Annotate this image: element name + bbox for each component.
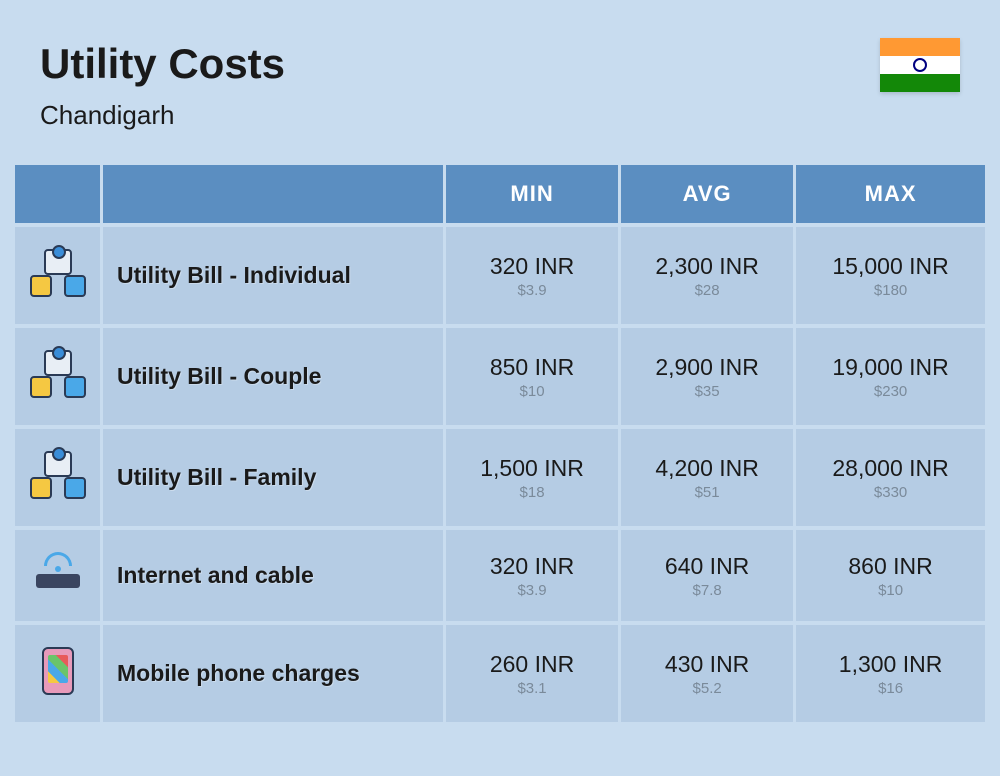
utility-bill-icon [30, 249, 86, 297]
avg-primary: 2,900 INR [635, 354, 779, 381]
table-row: Mobile phone charges 260 INR $3.1 430 INR $5… [15, 625, 985, 722]
utility-bill-icon [30, 451, 86, 499]
min-secondary: $3.9 [460, 582, 604, 599]
row-label: Mobile phone charges [103, 625, 443, 722]
internet-router-icon [32, 552, 84, 594]
max-primary: 860 INR [810, 553, 971, 580]
row-min: 1,500 INR $18 [446, 429, 618, 526]
max-secondary: $10 [810, 582, 971, 599]
max-primary: 28,000 INR [810, 455, 971, 482]
min-secondary: $3.1 [460, 680, 604, 697]
max-primary: 15,000 INR [810, 253, 971, 280]
min-primary: 320 INR [460, 553, 604, 580]
header-max: MAX [796, 165, 985, 223]
avg-primary: 640 INR [635, 553, 779, 580]
min-secondary: $10 [460, 383, 604, 400]
row-avg: 430 INR $5.2 [621, 625, 793, 722]
row-label: Utility Bill - Individual [103, 227, 443, 324]
min-primary: 850 INR [460, 354, 604, 381]
min-primary: 1,500 INR [460, 455, 604, 482]
table-row: Internet and cable 320 INR $3.9 640 INR $7.8… [15, 530, 985, 621]
min-primary: 320 INR [460, 253, 604, 280]
row-avg: 4,200 INR $51 [621, 429, 793, 526]
row-max: 860 INR $10 [796, 530, 985, 621]
row-min: 320 INR $3.9 [446, 227, 618, 324]
row-max: 1,300 INR $16 [796, 625, 985, 722]
table-header-row: MIN AVG MAX [15, 165, 985, 223]
header-min: MIN [446, 165, 618, 223]
min-secondary: $18 [460, 484, 604, 501]
max-primary: 19,000 INR [810, 354, 971, 381]
min-primary: 260 INR [460, 651, 604, 678]
utility-costs-table: MIN AVG MAX Utility Bill - Individual320… [0, 161, 1000, 726]
max-primary: 1,300 INR [810, 651, 971, 678]
row-label: Utility Bill - Couple [103, 328, 443, 425]
page-title: Utility Costs [40, 40, 960, 88]
row-avg: 640 INR $7.8 [621, 530, 793, 621]
table-row: Utility Bill - Individual 320 INR $3.9 2,30… [15, 227, 985, 324]
row-icon-cell [15, 429, 100, 526]
row-max: 28,000 INR $330 [796, 429, 985, 526]
avg-secondary: $28 [635, 282, 779, 299]
avg-secondary: $51 [635, 484, 779, 501]
avg-primary: 430 INR [635, 651, 779, 678]
row-avg: 2,300 INR $28 [621, 227, 793, 324]
row-min: 850 INR $10 [446, 328, 618, 425]
avg-secondary: $7.8 [635, 582, 779, 599]
row-min: 260 INR $3.1 [446, 625, 618, 722]
page-subtitle: Chandigarh [40, 100, 960, 131]
row-icon-cell [15, 530, 100, 621]
max-secondary: $230 [810, 383, 971, 400]
india-flag-icon [880, 38, 960, 92]
avg-primary: 4,200 INR [635, 455, 779, 482]
avg-primary: 2,300 INR [635, 253, 779, 280]
table-row: Utility Bill - Couple 850 INR $10 2,900 INR… [15, 328, 985, 425]
header-label-col [103, 165, 443, 223]
max-secondary: $16 [810, 680, 971, 697]
utility-bill-icon [30, 350, 86, 398]
header-avg: AVG [621, 165, 793, 223]
row-icon-cell [15, 227, 100, 324]
row-label: Internet and cable [103, 530, 443, 621]
header-icon-col [15, 165, 100, 223]
page-header: Utility Costs Chandigarh [0, 0, 1000, 161]
row-max: 15,000 INR $180 [796, 227, 985, 324]
row-icon-cell [15, 328, 100, 425]
table-row: Utility Bill - Family 1,500 INR $18 4,200 I… [15, 429, 985, 526]
row-max: 19,000 INR $230 [796, 328, 985, 425]
avg-secondary: $35 [635, 383, 779, 400]
row-avg: 2,900 INR $35 [621, 328, 793, 425]
max-secondary: $180 [810, 282, 971, 299]
mobile-phone-icon [42, 647, 74, 695]
row-label: Utility Bill - Family [103, 429, 443, 526]
row-min: 320 INR $3.9 [446, 530, 618, 621]
max-secondary: $330 [810, 484, 971, 501]
min-secondary: $3.9 [460, 282, 604, 299]
avg-secondary: $5.2 [635, 680, 779, 697]
row-icon-cell [15, 625, 100, 722]
